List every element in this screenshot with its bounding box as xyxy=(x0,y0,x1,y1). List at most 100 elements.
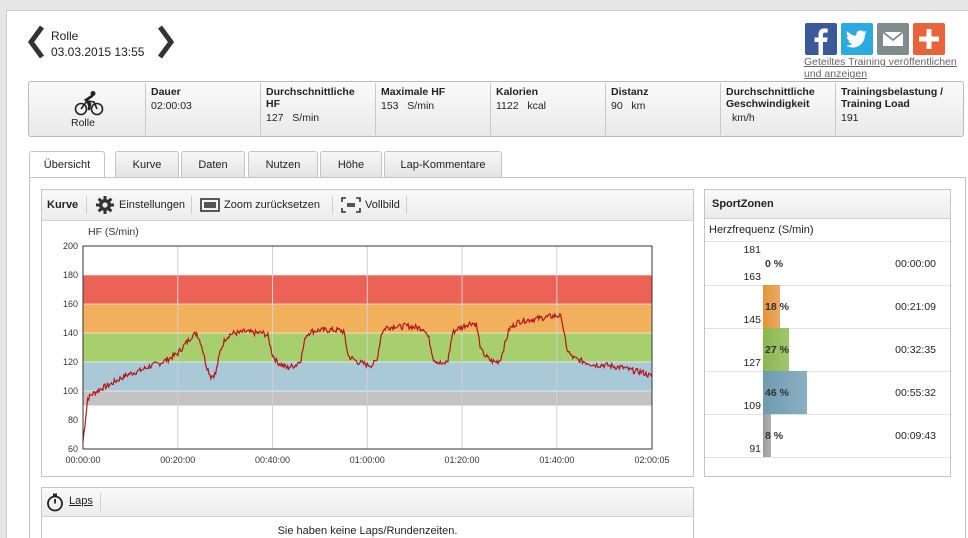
sport-type-label: Rolle xyxy=(71,117,95,129)
email-icon xyxy=(882,31,904,46)
stat-value: 191 xyxy=(841,112,859,124)
previous-training-arrow-icon[interactable] xyxy=(27,25,45,59)
share-training-link[interactable]: Geteiltes Training veröffentlichen und a… xyxy=(804,56,957,80)
y-tick-label: 140 xyxy=(63,328,78,338)
laps-panel: Laps Sie haben keine Laps/Rundenzeiten. xyxy=(41,487,694,538)
fullscreen-label: Vollbild xyxy=(365,199,400,211)
zone-lower-limit: 145 xyxy=(743,314,761,326)
x-tick-label: 01:00:00 xyxy=(350,455,385,465)
stat-max-hr: Maximale HF 153 S/min xyxy=(375,83,490,135)
laps-title-link[interactable]: Laps xyxy=(69,495,93,507)
sport-zones-title: SportZonen xyxy=(705,190,950,219)
zone-lower-limit: 91 xyxy=(749,443,761,455)
zoom-reset-button[interactable]: Zoom zurücksetzen xyxy=(200,190,320,220)
stat-label: Durchschnittliche Geschwindigkeit xyxy=(726,86,815,110)
stat-calories: Kalorien 1122 kcal xyxy=(490,83,605,135)
zone-time: 00:32:35 xyxy=(895,344,936,356)
stat-label: Maximale HF xyxy=(381,86,446,98)
twitter-share-button[interactable] xyxy=(841,23,873,55)
zone-percent-bar xyxy=(763,371,807,414)
more-share-button[interactable] xyxy=(913,23,945,55)
sport-zones-subtitle: Herzfrequenz (S/min) xyxy=(705,219,950,242)
zone-row: 109 46 % 00:55:32 xyxy=(705,371,950,415)
x-tick-label: 00:40:00 xyxy=(255,455,290,465)
zone-row: 145 18 % 00:21:09 xyxy=(705,285,950,329)
zone-percent-label: 8 % xyxy=(765,430,784,442)
zone-percent-bar xyxy=(763,414,771,457)
laps-empty-message: Sie haben keine Laps/Rundenzeiten. xyxy=(277,525,458,537)
zone-time: 00:21:09 xyxy=(895,301,936,313)
laps-toolbar: Laps xyxy=(42,488,693,517)
zone-percent-label: 18 % xyxy=(765,301,789,313)
y-tick-label: 80 xyxy=(68,415,78,425)
zone-percent-label: 27 % xyxy=(765,344,789,356)
stat-label: Distanz xyxy=(611,86,649,98)
x-tick-label: 01:20:00 xyxy=(445,455,480,465)
y-tick-label: 120 xyxy=(63,357,78,367)
x-tick-label: 02:00:05 xyxy=(634,455,669,465)
stat-value: 153 S/min xyxy=(381,100,435,112)
zone-lower-limit: 127 xyxy=(743,357,761,369)
stat-duration: Dauer 02:00:03 xyxy=(145,83,260,135)
zone-lower-limit: 163 xyxy=(743,271,761,283)
stat-label: Durchschnittliche HF xyxy=(266,86,355,110)
fullscreen-button[interactable]: Vollbild xyxy=(341,190,400,220)
stat-average-speed: Durchschnittliche Geschwindigkeit km/h xyxy=(720,83,835,135)
next-training-arrow-icon[interactable] xyxy=(157,25,175,59)
y-tick-label: 60 xyxy=(68,444,78,454)
stat-label: Trainingsbelastung / Training Load xyxy=(841,86,944,110)
stopwatch-icon xyxy=(47,493,63,512)
tab-benefit[interactable]: Nutzen xyxy=(248,151,318,177)
plus-icon xyxy=(919,29,939,49)
chart-toolbar: Kurve Einstellungen xyxy=(42,190,693,221)
fullscreen-icon xyxy=(341,197,361,213)
zone-row: 127 27 % 00:32:35 xyxy=(705,328,950,372)
stat-value: 1122 kcal xyxy=(496,100,547,112)
stat-training-load: Trainingsbelastung / Training Load 191 xyxy=(835,83,953,135)
zone-time: 00:09:43 xyxy=(895,430,936,442)
zone-percent-bar xyxy=(763,328,789,371)
facebook-share-button[interactable] xyxy=(805,23,837,55)
stat-label: Dauer xyxy=(151,86,181,98)
y-tick-label: 160 xyxy=(63,299,78,309)
facebook-icon xyxy=(814,28,828,55)
stat-value: 127 S/min xyxy=(266,112,320,124)
training-page: Rolle 03.03.2015 13:55 Geteiltes Trainin… xyxy=(6,10,968,538)
y-tick-label: 200 xyxy=(63,241,78,251)
x-tick-label: 00:20:00 xyxy=(160,455,195,465)
zone-row: 91 8 % 00:09:43 xyxy=(705,414,950,458)
sport-type-cell: Rolle xyxy=(29,82,145,136)
zone-row: 181 163 0 % 00:00:00 xyxy=(705,242,950,286)
y-tick-label: 180 xyxy=(63,270,78,280)
training-summary-bar: Rolle Dauer 02:00:03 Durchschnittliche H… xyxy=(28,81,964,137)
stat-value: km/h xyxy=(732,112,755,124)
tab-curve[interactable]: Kurve xyxy=(115,151,179,177)
zone-upper-limit: 181 xyxy=(743,244,761,256)
plot-frame xyxy=(82,245,653,450)
hr-curve-panel: Kurve Einstellungen xyxy=(41,189,694,477)
zone-time: 00:00:00 xyxy=(895,258,936,270)
tab-overview[interactable]: Übersicht xyxy=(29,151,105,178)
chart-y-axis-label: HF (S/min) xyxy=(88,226,139,238)
sport-zones-panel: SportZonen Herzfrequenz (S/min) 181 163 0 … xyxy=(704,189,951,477)
stat-value: 02:00:03 xyxy=(151,100,192,112)
tab-altitude[interactable]: Höhe xyxy=(320,151,382,177)
sport-name: Rolle xyxy=(51,29,79,43)
zoom-reset-icon xyxy=(200,198,220,212)
email-share-button[interactable] xyxy=(877,23,909,55)
stat-distance: Distanz 90 km xyxy=(605,83,720,135)
training-datetime: 03.03.2015 13:55 xyxy=(51,45,145,59)
tab-data[interactable]: Daten xyxy=(181,151,245,177)
zone-time: 00:55:32 xyxy=(895,387,936,399)
cyclist-icon xyxy=(74,91,104,116)
x-tick-label: 00:00:00 xyxy=(65,455,100,465)
hr-chart: HF (S/min) 200 180 160 140 120 100 80 60 00:00:… xyxy=(63,226,670,465)
zone-percent-label: 46 % xyxy=(765,387,789,399)
x-tick-label: 01:40:00 xyxy=(539,455,574,465)
stat-average-hr: Durchschnittliche HF 127 S/min xyxy=(260,83,375,135)
gear-icon xyxy=(96,196,114,214)
zoom-reset-label: Zoom zurücksetzen xyxy=(224,199,320,211)
tab-lap-comments[interactable]: Lap-Kommentare xyxy=(384,151,502,177)
twitter-icon xyxy=(846,30,867,48)
settings-button[interactable]: Einstellungen xyxy=(95,190,185,220)
